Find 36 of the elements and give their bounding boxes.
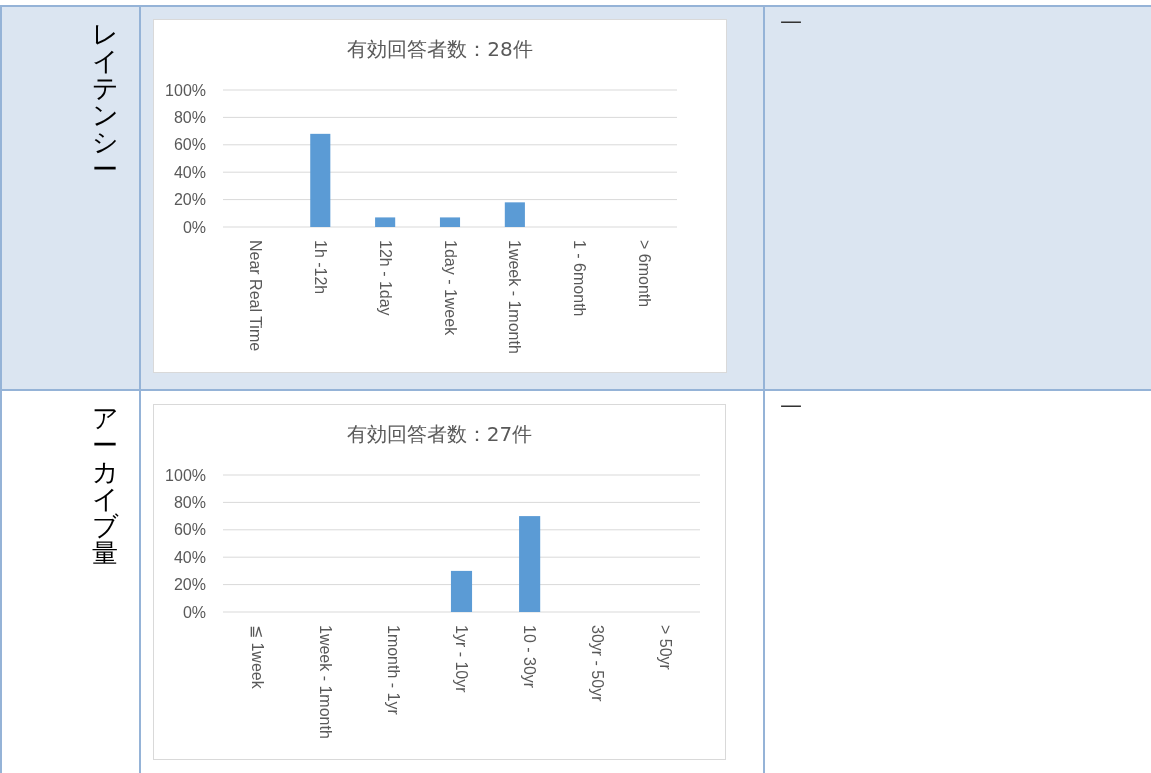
y-tick-label: 40%: [173, 163, 206, 181]
x-tick-label: 1week - 1month: [506, 240, 524, 354]
text: —: [780, 8, 802, 34]
chart-title: 有効回答者数：27件: [346, 422, 533, 446]
x-tick-label: 1week - 1month: [316, 625, 334, 739]
x-tick-label: Near Real Time: [246, 240, 264, 352]
y-tick-label: 20%: [173, 576, 206, 594]
x-tick-label: 1month - 1yr: [384, 625, 402, 716]
y-tick-label: 80%: [173, 108, 206, 126]
y-tick-label: 60%: [173, 521, 206, 539]
bar: [375, 217, 396, 227]
x-tick-label: 1yr - 10yr: [453, 625, 470, 694]
bar: [310, 133, 331, 227]
text: アーカイブ量: [91, 403, 119, 568]
y-tick-label: 100%: [165, 81, 206, 99]
y-tick-label: 80%: [173, 493, 206, 511]
x-tick-label: 1 - 6month: [571, 240, 589, 317]
x-tick-label: ≦ 1week: [248, 625, 266, 690]
bar: [439, 217, 461, 227]
x-tick-label: 10 - 30yr: [521, 625, 539, 689]
y-tick-label: 60%: [173, 136, 206, 154]
y-tick-label: 0%: [182, 603, 206, 621]
x-tick-label: 30yr - 50yr: [589, 625, 607, 703]
y-tick-label: 0%: [182, 218, 206, 236]
y-tick-label: 100%: [165, 466, 206, 484]
text: —: [780, 392, 802, 418]
y-tick-label: 20%: [173, 191, 206, 209]
text: レイテンシー: [91, 19, 119, 184]
y-tick-label: 40%: [173, 548, 206, 566]
bar: [504, 202, 525, 227]
chart-title: 有効回答者数：28件: [347, 37, 533, 61]
x-tick-label: 12h - 1day: [376, 240, 394, 316]
x-tick-label: > 50yr: [657, 625, 675, 671]
x-tick-label: 1h -12h: [311, 240, 329, 295]
x-tick-label: 1day - 1week: [441, 240, 459, 337]
x-tick-label: > 6month: [636, 240, 654, 308]
